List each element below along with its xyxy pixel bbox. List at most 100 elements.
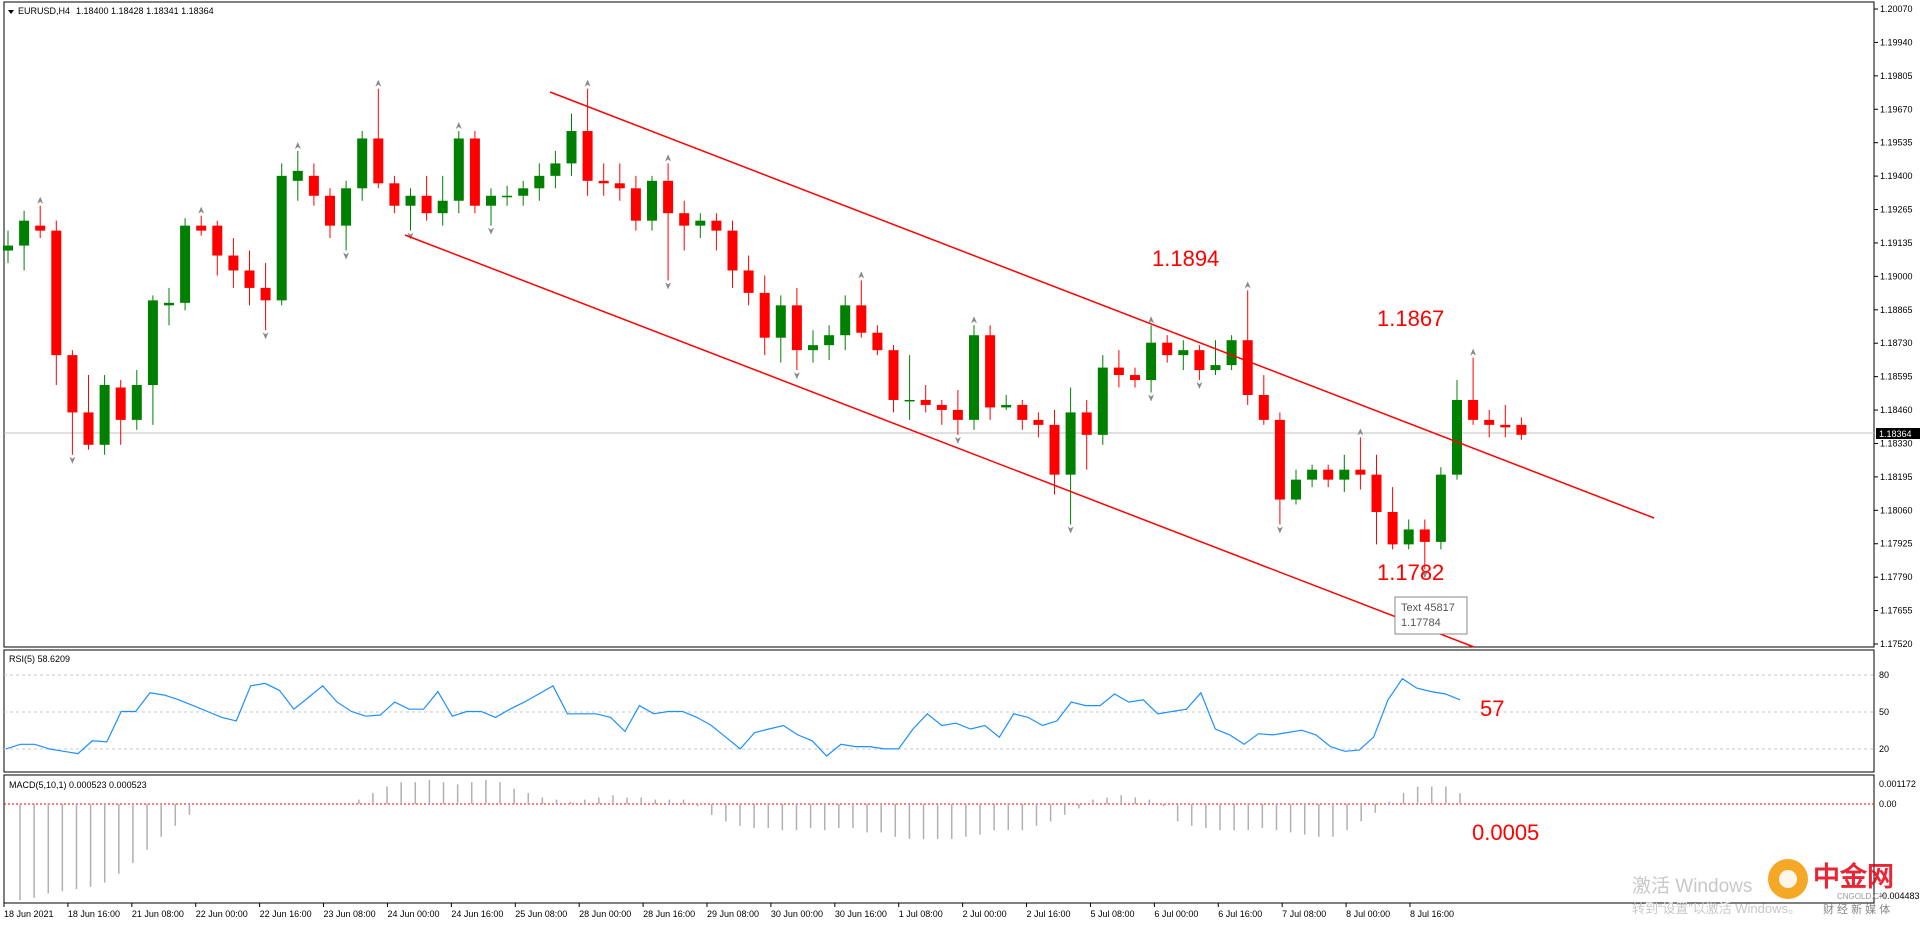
candle-body [437, 200, 448, 214]
candle [1130, 367, 1140, 388]
candle-body [1355, 469, 1366, 475]
time-axis-label: 2 Jul 16:00 [1027, 909, 1071, 919]
candle-body [840, 305, 851, 336]
candle-body [566, 131, 577, 164]
candle [1403, 519, 1414, 550]
price-axis-label: 1.19670 [1880, 104, 1913, 114]
candle [1291, 469, 1301, 505]
svg-text:Text 45817: Text 45817 [1401, 602, 1455, 614]
candle-body [131, 385, 142, 420]
annotation-macd: 0.0005 [1472, 820, 1539, 845]
candle-body [647, 180, 657, 221]
candle-body [952, 409, 963, 420]
candle [1468, 357, 1479, 425]
chart-menu-icon[interactable] [8, 10, 14, 14]
candle [341, 180, 352, 251]
channel-lower-line[interactable] [404, 234, 1475, 648]
candle-body [1113, 367, 1124, 376]
candle-body [341, 188, 352, 226]
candle-body [1484, 419, 1495, 425]
candle-body [518, 188, 529, 196]
candle [164, 287, 174, 326]
candle [212, 220, 223, 276]
candle-body [260, 287, 271, 301]
candle-body [115, 387, 126, 420]
annotation-high-2: 1.1867 [1377, 306, 1444, 331]
candle-body [743, 270, 754, 293]
time-axis-label: 18 Jun 2021 [4, 909, 54, 919]
candle-body [147, 300, 158, 386]
macd-axis-bottom: -0.004483 [1879, 891, 1920, 901]
candle-body [1001, 404, 1012, 408]
time-axis-label: 2 Jul 00:00 [963, 909, 1007, 919]
fractal-up-arrow [1357, 428, 1364, 436]
candle-body [292, 170, 303, 181]
candle [1097, 355, 1108, 445]
svg-text:1.17784: 1.17784 [1401, 617, 1441, 629]
candle [711, 213, 722, 251]
candle-body [598, 180, 609, 184]
candle [180, 218, 191, 311]
fractal-up-arrow [37, 196, 44, 204]
candle [51, 220, 62, 386]
candle-body [421, 195, 432, 214]
time-axis-label: 28 Jun 00:00 [579, 909, 631, 919]
candle-body [1403, 529, 1414, 545]
candle-body [1387, 512, 1398, 545]
fractal-down-arrow [665, 282, 672, 290]
candle-body [83, 412, 94, 445]
candle [1049, 409, 1060, 495]
time-axis-label: 30 Jun 00:00 [771, 909, 823, 919]
fractal-down-arrow [1148, 394, 1155, 402]
candle-body [469, 138, 480, 206]
channel-upper-line[interactable] [549, 91, 1655, 519]
candle [856, 280, 867, 338]
time-axis-label: 6 Jul 00:00 [1154, 909, 1198, 919]
candle [985, 325, 996, 420]
candle-body [164, 302, 174, 306]
candle [550, 150, 561, 189]
candle [1081, 399, 1092, 470]
candle [1001, 394, 1012, 410]
candle [373, 88, 384, 189]
time-axis-label: 5 Jul 08:00 [1090, 909, 1134, 919]
candle-body [582, 131, 593, 181]
svg-text:中金网: 中金网 [1813, 861, 1894, 892]
fractal-up-arrow [375, 79, 382, 87]
candle-body [308, 175, 319, 196]
candle [1017, 399, 1028, 430]
candle [502, 185, 513, 206]
time-axis-label: 8 Jul 00:00 [1346, 909, 1390, 919]
candle [308, 163, 319, 206]
time-axis-label: 30 Jun 16:00 [835, 909, 887, 919]
candle-body [244, 270, 255, 288]
candle [35, 205, 46, 239]
time-axis-label: 21 Jun 08:00 [132, 909, 184, 919]
rsi-line [5, 677, 1461, 757]
candle-body [180, 225, 191, 303]
candle [808, 330, 818, 363]
candle [3, 230, 13, 263]
candle [196, 215, 207, 236]
candle [952, 390, 963, 435]
price-axis-label: 1.19000 [1880, 271, 1913, 281]
fractal-up-arrow [294, 141, 301, 149]
candle-body [1435, 474, 1446, 542]
candle [83, 375, 94, 450]
price-axis-label: 1.18595 [1880, 372, 1913, 382]
candle [1162, 335, 1173, 363]
candle [1387, 487, 1398, 550]
svg-text:CNGOLD.CN: CNGOLD.CN [1837, 892, 1885, 901]
candle-body [1130, 375, 1140, 381]
candle [1500, 404, 1511, 438]
candle-body [1258, 394, 1269, 420]
time-axis-label: 24 Jun 16:00 [451, 909, 503, 919]
fractal-down-arrow [69, 456, 76, 464]
time-axis-label: 22 Jun 00:00 [196, 909, 248, 919]
candle-body [99, 385, 110, 445]
price-axis-label: 1.17520 [1880, 639, 1913, 649]
candle [663, 163, 674, 281]
fractal-up-arrow [971, 316, 977, 324]
price-axis-label: 1.19940 [1880, 37, 1913, 47]
